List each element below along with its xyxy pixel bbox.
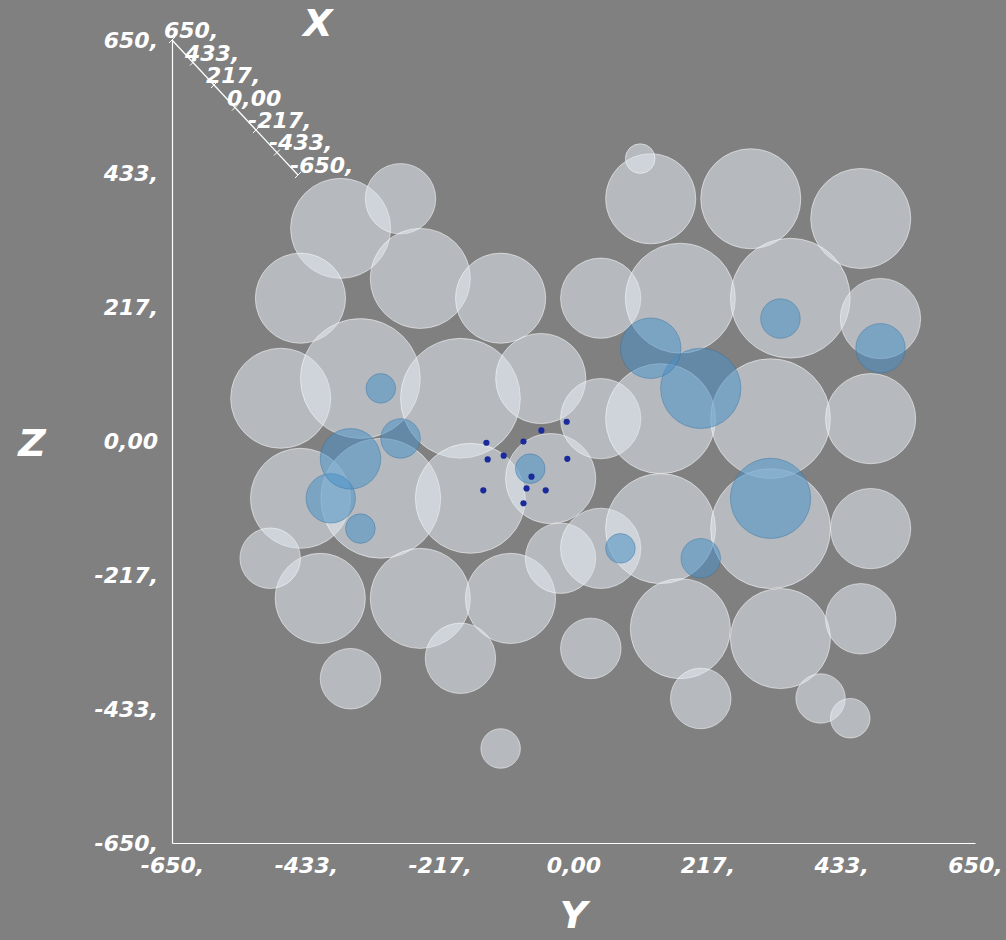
tick: 433, <box>814 843 869 878</box>
blob <box>730 458 810 538</box>
tick-label: 217, <box>104 295 158 320</box>
x-axis: -650, -433, -217, 0,00 217, 433, 650, <box>141 843 1003 878</box>
blob <box>240 528 301 589</box>
tick-label: -433, <box>275 853 338 878</box>
tick: -650, <box>290 153 353 178</box>
blob <box>564 419 570 425</box>
tick: 217, <box>681 843 735 878</box>
blob <box>456 253 546 343</box>
tick: 0,00 <box>104 429 172 454</box>
tick-label: -650, <box>141 853 204 878</box>
blob <box>365 164 435 234</box>
tick: 0,00 <box>227 86 281 111</box>
blob <box>520 438 526 444</box>
blob <box>826 374 916 464</box>
plot-area <box>231 144 921 768</box>
tick: -217, <box>248 108 311 133</box>
tick-label: 650, <box>104 28 158 53</box>
axis-title: X <box>301 1 334 45</box>
tick-label: 0,00 <box>104 429 158 454</box>
blob <box>425 623 495 693</box>
blob <box>483 440 489 446</box>
tick: 433, <box>184 41 239 66</box>
blob <box>606 534 636 564</box>
blob <box>320 429 381 490</box>
blob <box>561 618 622 679</box>
blob <box>761 299 801 339</box>
blob <box>501 453 507 459</box>
tick: 0,00 <box>547 843 601 878</box>
axis-line <box>173 843 976 844</box>
tick-label: -217, <box>248 108 311 133</box>
tick: 650, <box>164 18 218 43</box>
blob <box>670 668 731 729</box>
blob <box>630 579 730 679</box>
blob <box>346 514 376 544</box>
axis-title: Z <box>17 421 47 465</box>
blob <box>523 485 529 491</box>
axis-line <box>172 41 173 844</box>
blob <box>730 589 830 689</box>
y-axis: -650, -433, -217, 0,00 217, 433, 650, <box>95 28 173 856</box>
tick-label: 0,00 <box>547 853 601 878</box>
tick-label: 433, <box>103 161 158 186</box>
blob <box>625 144 655 174</box>
tick-label: 433, <box>184 41 239 66</box>
blob <box>480 487 486 493</box>
tick: -217, <box>408 843 471 878</box>
series-1 <box>306 299 905 578</box>
tick: -650, <box>95 831 172 856</box>
tick-label: 217, <box>681 853 735 878</box>
tick-label: -433, <box>95 697 158 722</box>
series-0 <box>231 144 921 768</box>
tick-label: 650, <box>164 18 218 43</box>
tick-label: -650, <box>95 831 158 856</box>
series-2 <box>480 419 570 507</box>
tick: -433, <box>95 697 172 722</box>
blob <box>681 538 721 578</box>
blob <box>515 454 545 484</box>
blob <box>620 318 681 379</box>
tick: 650, <box>104 28 172 53</box>
tick: 217, <box>206 63 260 88</box>
blob <box>481 729 521 769</box>
tick-label: 0,00 <box>227 86 281 111</box>
blob <box>730 238 850 358</box>
blob <box>415 443 525 553</box>
blob <box>381 419 421 459</box>
blob <box>370 228 470 328</box>
tick: 650, <box>948 843 1002 878</box>
blob <box>520 500 526 506</box>
tick-label: -650, <box>290 153 353 178</box>
tick: -217, <box>95 563 172 588</box>
blob <box>826 584 896 654</box>
tick-label: 433, <box>814 853 869 878</box>
axis-title: Y <box>560 893 591 937</box>
tick-label: 217, <box>206 63 260 88</box>
blob <box>564 456 570 462</box>
blob <box>701 149 801 249</box>
blob <box>485 456 491 462</box>
tick-label: -217, <box>95 563 158 588</box>
blob <box>366 374 396 404</box>
tick: -433, <box>269 130 332 155</box>
tick: 433, <box>103 161 172 186</box>
blob <box>830 488 910 568</box>
tick: 217, <box>104 295 172 320</box>
tick: -433, <box>275 843 338 878</box>
blob <box>856 324 905 373</box>
blob <box>538 427 544 433</box>
chart: -650,-433,-217,0,00217,433,650,-650,-433… <box>0 0 1006 940</box>
blob <box>528 474 534 480</box>
tick-label: -217, <box>408 853 471 878</box>
blob <box>543 487 549 493</box>
blob <box>830 698 870 738</box>
tick-label: -433, <box>269 130 332 155</box>
blob <box>320 648 381 709</box>
tick-label: 650, <box>948 853 1002 878</box>
